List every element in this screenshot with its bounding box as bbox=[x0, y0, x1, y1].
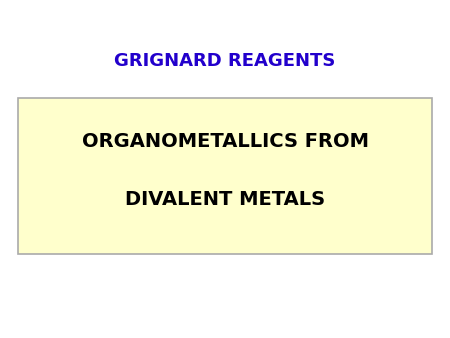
Text: ORGANOMETALLICS FROM: ORGANOMETALLICS FROM bbox=[81, 132, 369, 151]
FancyBboxPatch shape bbox=[18, 98, 432, 254]
Text: GRIGNARD REAGENTS: GRIGNARD REAGENTS bbox=[114, 52, 336, 70]
Text: DIVALENT METALS: DIVALENT METALS bbox=[125, 190, 325, 209]
